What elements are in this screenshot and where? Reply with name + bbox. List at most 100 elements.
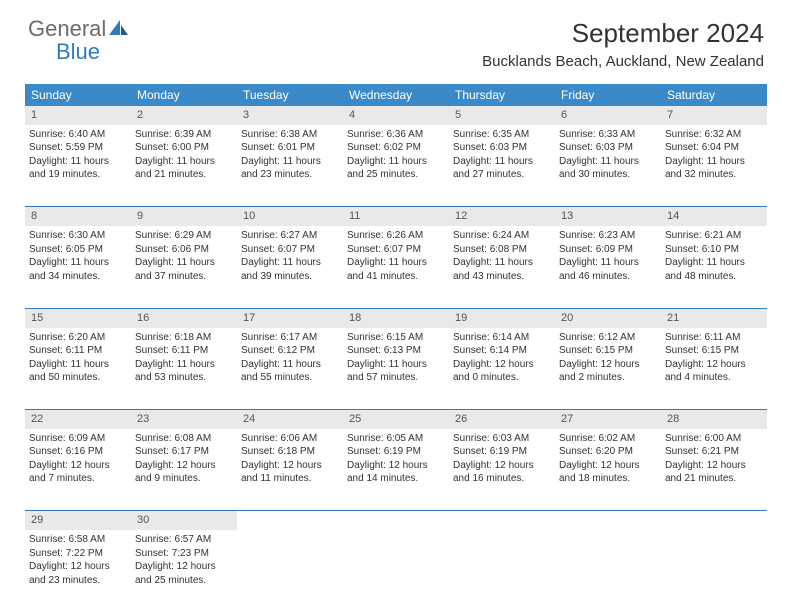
sunrise-text: Sunrise: 6:15 AM bbox=[347, 331, 445, 345]
daylight-text: Daylight: 12 hours bbox=[665, 358, 763, 372]
content-row: Sunrise: 6:40 AMSunset: 5:59 PMDaylight:… bbox=[25, 125, 767, 207]
month-title: September 2024 bbox=[482, 18, 764, 49]
day-cell bbox=[449, 530, 555, 612]
title-block: September 2024 Bucklands Beach, Auckland… bbox=[482, 18, 764, 70]
sunset-text: Sunset: 6:16 PM bbox=[29, 445, 127, 459]
daylight-text: Daylight: 11 hours bbox=[241, 256, 339, 270]
daylight-text2: and 18 minutes. bbox=[559, 472, 657, 486]
daylight-text2: and 32 minutes. bbox=[665, 168, 763, 182]
daylight-text: Daylight: 11 hours bbox=[453, 256, 551, 270]
day-cell: Sunrise: 6:40 AMSunset: 5:59 PMDaylight:… bbox=[25, 125, 131, 207]
daylight-text2: and 41 minutes. bbox=[347, 270, 445, 284]
daylight-text: Daylight: 12 hours bbox=[665, 459, 763, 473]
sunrise-text: Sunrise: 6:05 AM bbox=[347, 432, 445, 446]
sunset-text: Sunset: 6:03 PM bbox=[559, 141, 657, 155]
daylight-text2: and 21 minutes. bbox=[665, 472, 763, 486]
sunrise-text: Sunrise: 6:14 AM bbox=[453, 331, 551, 345]
sunrise-text: Sunrise: 6:23 AM bbox=[559, 229, 657, 243]
day-cell: Sunrise: 6:58 AMSunset: 7:22 PMDaylight:… bbox=[25, 530, 131, 612]
sunrise-text: Sunrise: 6:06 AM bbox=[241, 432, 339, 446]
daylight-text2: and 27 minutes. bbox=[453, 168, 551, 182]
day-number: 2 bbox=[131, 106, 237, 125]
logo-text-blue: Blue bbox=[28, 39, 100, 64]
sunrise-text: Sunrise: 6:35 AM bbox=[453, 128, 551, 142]
day-number: 8 bbox=[25, 207, 131, 226]
sunset-text: Sunset: 6:01 PM bbox=[241, 141, 339, 155]
sunset-text: Sunset: 6:00 PM bbox=[135, 141, 233, 155]
day-cell: Sunrise: 6:08 AMSunset: 6:17 PMDaylight:… bbox=[131, 429, 237, 511]
day-number: 30 bbox=[131, 511, 237, 530]
daylight-text: Daylight: 12 hours bbox=[559, 459, 657, 473]
day-header: Sunday bbox=[25, 84, 131, 106]
daynum-row: 22232425262728 bbox=[25, 410, 767, 429]
day-cell: Sunrise: 6:20 AMSunset: 6:11 PMDaylight:… bbox=[25, 328, 131, 410]
sunrise-text: Sunrise: 6:17 AM bbox=[241, 331, 339, 345]
daylight-text: Daylight: 12 hours bbox=[135, 560, 233, 574]
sunrise-text: Sunrise: 6:32 AM bbox=[665, 128, 763, 142]
sunset-text: Sunset: 6:11 PM bbox=[135, 344, 233, 358]
day-header: Friday bbox=[555, 84, 661, 106]
sunset-text: Sunset: 6:05 PM bbox=[29, 243, 127, 257]
day-cell: Sunrise: 6:18 AMSunset: 6:11 PMDaylight:… bbox=[131, 328, 237, 410]
daylight-text: Daylight: 11 hours bbox=[29, 358, 127, 372]
daylight-text: Daylight: 11 hours bbox=[347, 256, 445, 270]
daylight-text2: and 34 minutes. bbox=[29, 270, 127, 284]
day-cell: Sunrise: 6:14 AMSunset: 6:14 PMDaylight:… bbox=[449, 328, 555, 410]
sunset-text: Sunset: 6:08 PM bbox=[453, 243, 551, 257]
day-cell: Sunrise: 6:03 AMSunset: 6:19 PMDaylight:… bbox=[449, 429, 555, 511]
location: Bucklands Beach, Auckland, New Zealand bbox=[482, 53, 764, 70]
daylight-text2: and 21 minutes. bbox=[135, 168, 233, 182]
daylight-text: Daylight: 12 hours bbox=[135, 459, 233, 473]
day-cell: Sunrise: 6:17 AMSunset: 6:12 PMDaylight:… bbox=[237, 328, 343, 410]
day-number: 7 bbox=[661, 106, 767, 125]
day-number: 10 bbox=[237, 207, 343, 226]
day-cell: Sunrise: 6:12 AMSunset: 6:15 PMDaylight:… bbox=[555, 328, 661, 410]
sunset-text: Sunset: 7:23 PM bbox=[135, 547, 233, 561]
day-number: 23 bbox=[131, 410, 237, 429]
daynum-row: 891011121314 bbox=[25, 207, 767, 226]
day-number: 9 bbox=[131, 207, 237, 226]
day-number: 22 bbox=[25, 410, 131, 429]
day-cell: Sunrise: 6:35 AMSunset: 6:03 PMDaylight:… bbox=[449, 125, 555, 207]
sunrise-text: Sunrise: 6:36 AM bbox=[347, 128, 445, 142]
daylight-text: Daylight: 11 hours bbox=[665, 155, 763, 169]
sunrise-text: Sunrise: 6:11 AM bbox=[665, 331, 763, 345]
daylight-text: Daylight: 11 hours bbox=[559, 256, 657, 270]
daynum-row: 2930 bbox=[25, 511, 767, 530]
daylight-text: Daylight: 12 hours bbox=[29, 459, 127, 473]
day-number: 4 bbox=[343, 106, 449, 125]
daylight-text2: and 37 minutes. bbox=[135, 270, 233, 284]
daylight-text2: and 57 minutes. bbox=[347, 371, 445, 385]
sunset-text: Sunset: 6:02 PM bbox=[347, 141, 445, 155]
sunset-text: Sunset: 6:20 PM bbox=[559, 445, 657, 459]
sunset-text: Sunset: 6:09 PM bbox=[559, 243, 657, 257]
logo: General Blue bbox=[28, 18, 130, 64]
sunrise-text: Sunrise: 6:29 AM bbox=[135, 229, 233, 243]
daylight-text2: and 9 minutes. bbox=[135, 472, 233, 486]
day-cell: Sunrise: 6:30 AMSunset: 6:05 PMDaylight:… bbox=[25, 226, 131, 308]
day-number: 1 bbox=[25, 106, 131, 125]
sunset-text: Sunset: 6:15 PM bbox=[665, 344, 763, 358]
day-header-row: Sunday Monday Tuesday Wednesday Thursday… bbox=[25, 84, 767, 106]
daylight-text2: and 23 minutes. bbox=[29, 574, 127, 588]
daynum-row: 1234567 bbox=[25, 106, 767, 125]
daylight-text: Daylight: 12 hours bbox=[559, 358, 657, 372]
sunset-text: Sunset: 6:10 PM bbox=[665, 243, 763, 257]
day-cell: Sunrise: 6:11 AMSunset: 6:15 PMDaylight:… bbox=[661, 328, 767, 410]
daylight-text: Daylight: 11 hours bbox=[135, 155, 233, 169]
page-header: General Blue September 2024 Bucklands Be… bbox=[0, 0, 792, 78]
day-cell: Sunrise: 6:36 AMSunset: 6:02 PMDaylight:… bbox=[343, 125, 449, 207]
content-row: Sunrise: 6:30 AMSunset: 6:05 PMDaylight:… bbox=[25, 226, 767, 308]
day-cell: Sunrise: 6:05 AMSunset: 6:19 PMDaylight:… bbox=[343, 429, 449, 511]
sunrise-text: Sunrise: 6:09 AM bbox=[29, 432, 127, 446]
daylight-text: Daylight: 11 hours bbox=[241, 358, 339, 372]
daylight-text: Daylight: 12 hours bbox=[347, 459, 445, 473]
day-number: 17 bbox=[237, 308, 343, 327]
sunrise-text: Sunrise: 6:03 AM bbox=[453, 432, 551, 446]
sunset-text: Sunset: 6:12 PM bbox=[241, 344, 339, 358]
day-cell: Sunrise: 6:02 AMSunset: 6:20 PMDaylight:… bbox=[555, 429, 661, 511]
sunrise-text: Sunrise: 6:40 AM bbox=[29, 128, 127, 142]
sunset-text: Sunset: 6:19 PM bbox=[347, 445, 445, 459]
day-number: 3 bbox=[237, 106, 343, 125]
sunset-text: Sunset: 6:06 PM bbox=[135, 243, 233, 257]
